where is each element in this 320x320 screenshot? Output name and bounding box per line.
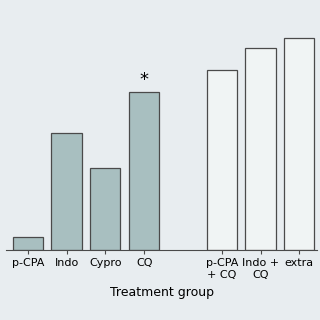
Bar xyxy=(245,48,276,250)
Text: *: * xyxy=(140,71,149,89)
X-axis label: Treatment group: Treatment group xyxy=(110,286,214,300)
Bar xyxy=(129,92,159,250)
Bar xyxy=(52,133,82,250)
Bar xyxy=(90,168,120,250)
Bar xyxy=(12,237,43,250)
Bar xyxy=(284,38,315,250)
Bar xyxy=(207,70,237,250)
